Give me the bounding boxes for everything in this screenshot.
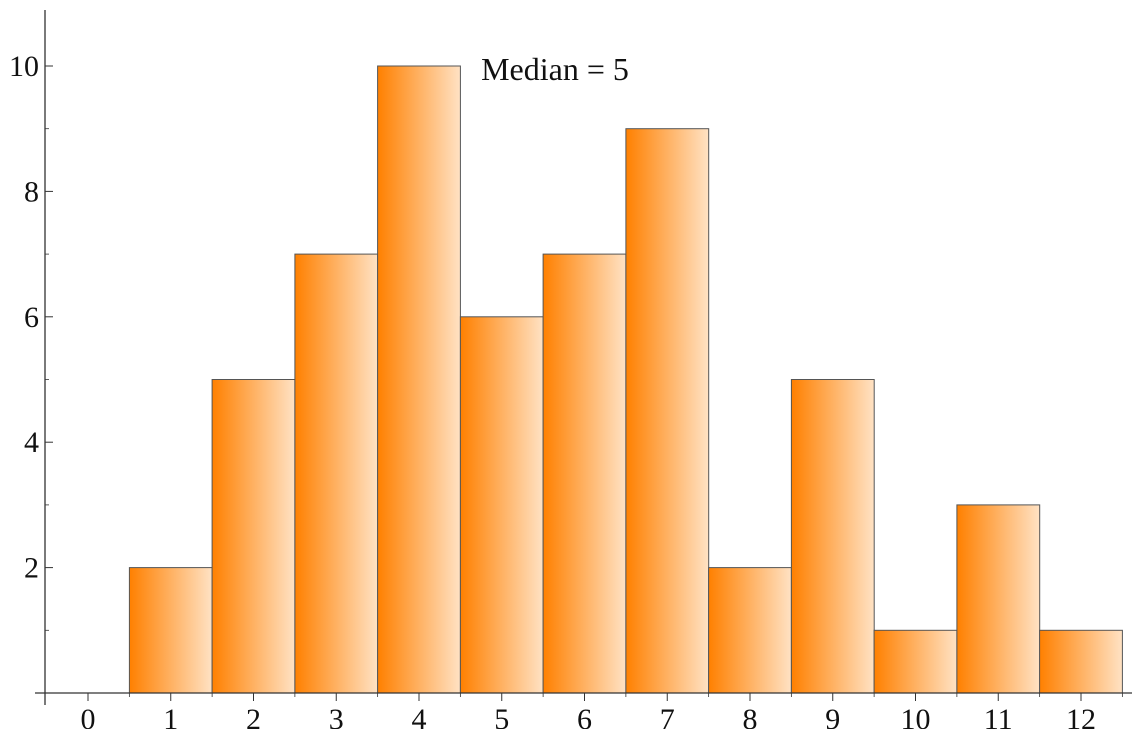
y-tick-label-8: 8 xyxy=(24,175,39,208)
bars-layer xyxy=(128,65,1123,694)
x-tick-label-2: 2 xyxy=(246,703,261,729)
y-tick-label-10: 10 xyxy=(9,50,39,83)
bar-7 xyxy=(625,128,710,694)
x-tick-label-7: 7 xyxy=(660,703,675,729)
bar-1 xyxy=(128,567,213,694)
x-tick-label-4: 4 xyxy=(412,703,427,729)
bar-2 xyxy=(211,379,296,694)
bar-5 xyxy=(459,316,544,694)
x-tick-label-8: 8 xyxy=(743,703,758,729)
x-tick-label-0: 0 xyxy=(81,703,96,729)
bar-6 xyxy=(542,253,627,694)
x-tick-label-9: 9 xyxy=(825,703,840,729)
x-tick-label-1: 1 xyxy=(163,703,178,729)
y-tick-label-6: 6 xyxy=(24,301,39,334)
x-tick-label-3: 3 xyxy=(329,703,344,729)
bar-11 xyxy=(956,504,1041,694)
y-tick-label-2: 2 xyxy=(24,552,39,585)
bar-4 xyxy=(377,65,461,694)
x-tick-label-11: 11 xyxy=(984,703,1013,729)
bar-9 xyxy=(790,379,875,694)
y-tick-label-4: 4 xyxy=(24,426,39,459)
median-annotation: Median = 5 xyxy=(481,51,629,87)
x-tick-label-6: 6 xyxy=(577,703,592,729)
bar-12 xyxy=(1039,629,1123,694)
bar-3 xyxy=(294,253,379,694)
x-tick-label-10: 10 xyxy=(901,703,931,729)
x-tick-label-5: 5 xyxy=(494,703,509,729)
bar-10 xyxy=(873,629,958,694)
bar-8 xyxy=(708,567,792,694)
x-tick-label-12: 12 xyxy=(1066,703,1096,729)
